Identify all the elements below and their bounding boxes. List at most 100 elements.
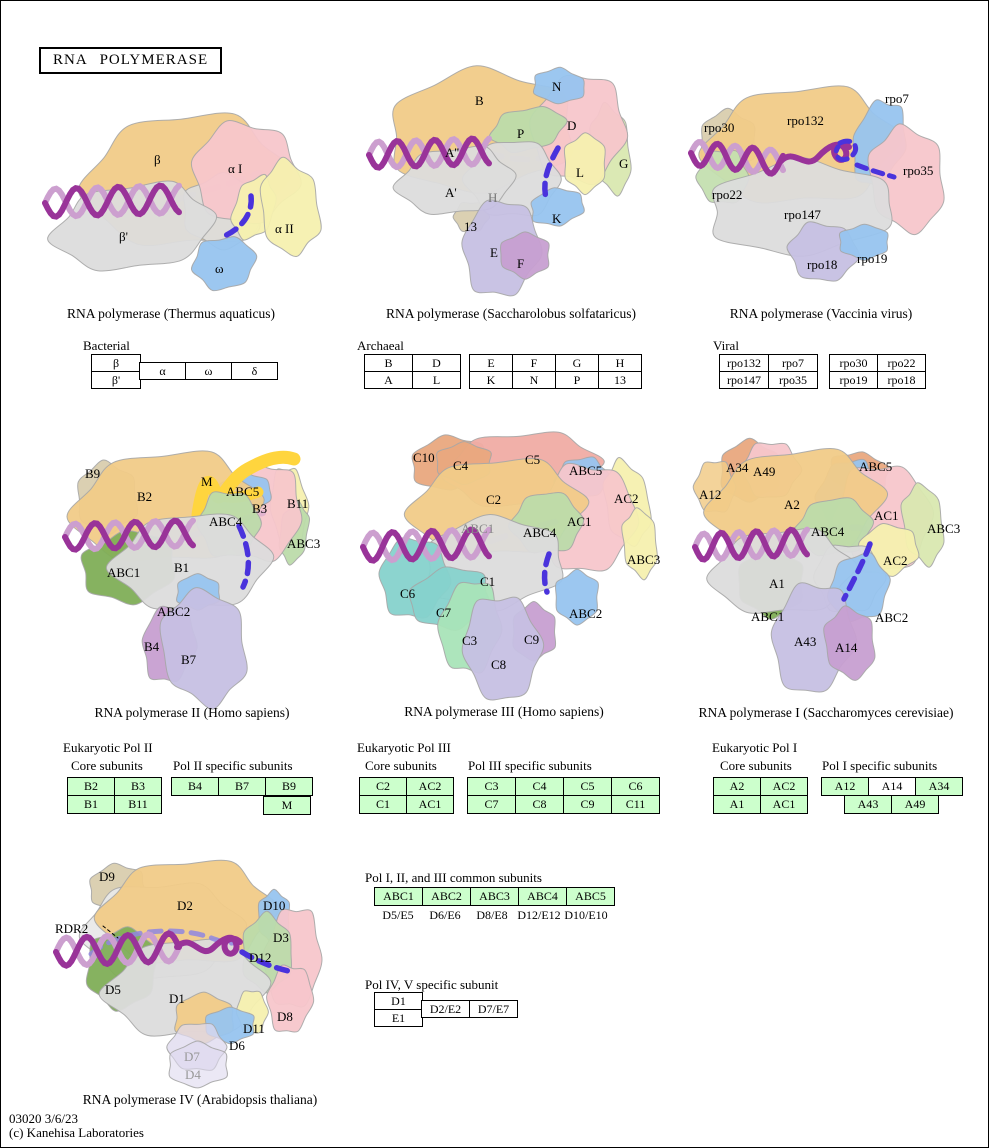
subunit-cell-B11[interactable]: B11 — [114, 795, 162, 814]
subunit-cell-B7[interactable]: B7 — [218, 777, 266, 796]
subunit-cell-AC2[interactable]: AC2 — [760, 777, 808, 796]
dna-strand-light — [688, 139, 786, 175]
diagram-pol2-homo: B9 B2 M ABC5 B3 B11 ABC4 ABC3 ABC1 B1 ABC2 B4 B7 — [62, 450, 320, 710]
subunit-cell-13[interactable]: 13 — [598, 371, 642, 389]
common-subunit-alias-2: D8/E8 — [476, 908, 508, 922]
rna-transcript-dashed — [541, 551, 552, 595]
subunit-cell-rpo22[interactable]: rpo22 — [877, 354, 926, 372]
subunit-cell-C7[interactable]: C7 — [467, 795, 516, 814]
subunit-cell-α[interactable]: α — [139, 362, 186, 380]
subunit-cell-P[interactable]: P — [555, 371, 599, 389]
subunit-cell-G[interactable]: G — [555, 354, 599, 372]
subunit-label-rpo30: rpo30 — [704, 120, 734, 135]
subunit-cell-C2[interactable]: C2 — [359, 777, 407, 796]
section-label-7: Core subunits — [365, 758, 437, 773]
subunit-blob — [499, 231, 550, 280]
subunit-cell-C4[interactable]: C4 — [515, 777, 564, 796]
subunit-blob — [823, 605, 876, 681]
subunit-cell-ABC2[interactable]: ABC2 — [422, 887, 471, 906]
subunit-label-β': β' — [119, 229, 128, 244]
subunit-cell-ω[interactable]: ω — [185, 362, 232, 380]
subunit-cell-C5[interactable]: C5 — [563, 777, 612, 796]
subunit-label-AC2: AC2 — [883, 553, 908, 568]
subunit-cell-D[interactable]: D — [412, 354, 461, 372]
subunit-label-D6: D6 — [229, 1038, 245, 1053]
subunit-cell-H[interactable]: H — [598, 354, 642, 372]
subunit-cell-C8[interactable]: C8 — [515, 795, 564, 814]
subunit-cell-AC1[interactable]: AC1 — [760, 795, 808, 814]
subunit-cell-ABC1[interactable]: ABC1 — [374, 887, 423, 906]
subunit-cell-AC1[interactable]: AC1 — [406, 795, 454, 814]
subunit-cell-rpo7[interactable]: rpo7 — [768, 354, 818, 372]
subunit-cell-rpo35[interactable]: rpo35 — [768, 371, 818, 389]
subunit-label-rpo35: rpo35 — [903, 163, 933, 178]
subunit-cell-A[interactable]: A — [364, 371, 413, 389]
subunit-cell-A12[interactable]: A12 — [821, 777, 869, 796]
subunit-cell-A2[interactable]: A2 — [713, 777, 761, 796]
subunit-cell-C6[interactable]: C6 — [611, 777, 660, 796]
subunit-cell-A49[interactable]: A49 — [891, 795, 939, 814]
subunit-cell-B3[interactable]: B3 — [114, 777, 162, 796]
subunit-cell-δ[interactable]: δ — [231, 362, 278, 380]
subunit-cell-B1[interactable]: B1 — [67, 795, 115, 814]
section-label-5: Pol II specific subunits — [173, 758, 293, 773]
subunit-cell-D7/E7[interactable]: D7/E7 — [469, 1000, 518, 1018]
subunit-cell-K[interactable]: K — [469, 371, 513, 389]
subunit-cell-M[interactable]: M — [263, 796, 311, 815]
subunit-cell-β[interactable]: β — [91, 354, 141, 372]
subunit-label-M: M — [201, 474, 213, 489]
subunit-label-B: B — [475, 93, 484, 108]
subunit-cell-B[interactable]: B — [364, 354, 413, 372]
subunit-label-B2: B2 — [137, 489, 152, 504]
subunit-cell-E[interactable]: E — [469, 354, 513, 372]
subunit-label-rpo18: rpo18 — [807, 257, 837, 272]
subunit-cell-A1[interactable]: A1 — [713, 795, 761, 814]
subunit-label-C5: C5 — [525, 452, 540, 467]
diagram-pol3-homo: C10 C4 C5 ABC5 C2 AC2 ABC1 ABC4 AC1 ABC3 C1 C6 C7 C3 C… — [360, 431, 660, 701]
subunit-label-rpo147: rpo147 — [784, 207, 821, 222]
diagram-viral-vaccinia: rpo7 rpo132 rpo30 rpo35 rpo22 rpo147 rpo18 rpo1… — [688, 85, 945, 282]
subunit-cell-ABC4[interactable]: ABC4 — [518, 887, 567, 906]
subunit-label-ABC5: ABC5 — [859, 459, 892, 474]
subunit-cell-D1[interactable]: D1 — [374, 992, 423, 1010]
subunit-label-ABC2: ABC2 — [875, 610, 908, 625]
subunit-cell-A34[interactable]: A34 — [915, 777, 963, 796]
diagram-bacterial-thermus: β α I α II β' ω — [42, 112, 322, 292]
subunit-cell-B4[interactable]: B4 — [171, 777, 219, 796]
subunit-cell-rpo30[interactable]: rpo30 — [829, 354, 878, 372]
subunit-cell-C3[interactable]: C3 — [467, 777, 516, 796]
section-label-13: Pol IV, V specific subunit — [365, 977, 499, 992]
subunit-cell-E1[interactable]: E1 — [374, 1009, 423, 1027]
subunit-label-C10: C10 — [413, 450, 435, 465]
subunit-cell-ABC3[interactable]: ABC3 — [470, 887, 519, 906]
subunit-cell-rpo18[interactable]: rpo18 — [877, 371, 926, 389]
subunit-label-B9: B9 — [85, 466, 100, 481]
subunit-cell-β'[interactable]: β' — [91, 371, 141, 389]
section-label-2: Viral — [713, 338, 739, 353]
subunit-cell-rpo132[interactable]: rpo132 — [719, 354, 769, 372]
subunit-cell-rpo147[interactable]: rpo147 — [719, 371, 769, 389]
subunit-cell-L[interactable]: L — [412, 371, 461, 389]
subunit-cell-B9[interactable]: B9 — [265, 777, 313, 796]
subunit-cell-A14[interactable]: A14 — [868, 777, 916, 796]
subunit-cell-C9[interactable]: C9 — [563, 795, 612, 814]
subunit-cell-rpo19[interactable]: rpo19 — [829, 371, 878, 389]
subunit-cell-AC2[interactable]: AC2 — [406, 777, 454, 796]
subunit-blob — [530, 187, 585, 227]
subunit-cell-C11[interactable]: C11 — [611, 795, 660, 814]
diagram-path — [174, 934, 243, 957]
subunit-cell-B2[interactable]: B2 — [67, 777, 115, 796]
subunit-label-C1: C1 — [480, 574, 495, 589]
footer-pathway-id: 03020 3/6/23 — [9, 1111, 78, 1126]
subunit-cell-D2/E2[interactable]: D2/E2 — [421, 1000, 470, 1018]
dna-strand-dark — [360, 526, 492, 564]
subunit-cell-ABC5[interactable]: ABC5 — [566, 887, 615, 906]
subunit-label-C6: C6 — [400, 586, 416, 601]
subunit-cell-A43[interactable]: A43 — [844, 795, 892, 814]
subunit-label-α II: α II — [275, 221, 294, 236]
subunit-cell-F[interactable]: F — [512, 354, 556, 372]
subunit-cell-C1[interactable]: C1 — [359, 795, 407, 814]
subunit-blob — [838, 223, 889, 262]
subunit-label-B4: B4 — [144, 639, 160, 654]
subunit-cell-N[interactable]: N — [512, 371, 556, 389]
